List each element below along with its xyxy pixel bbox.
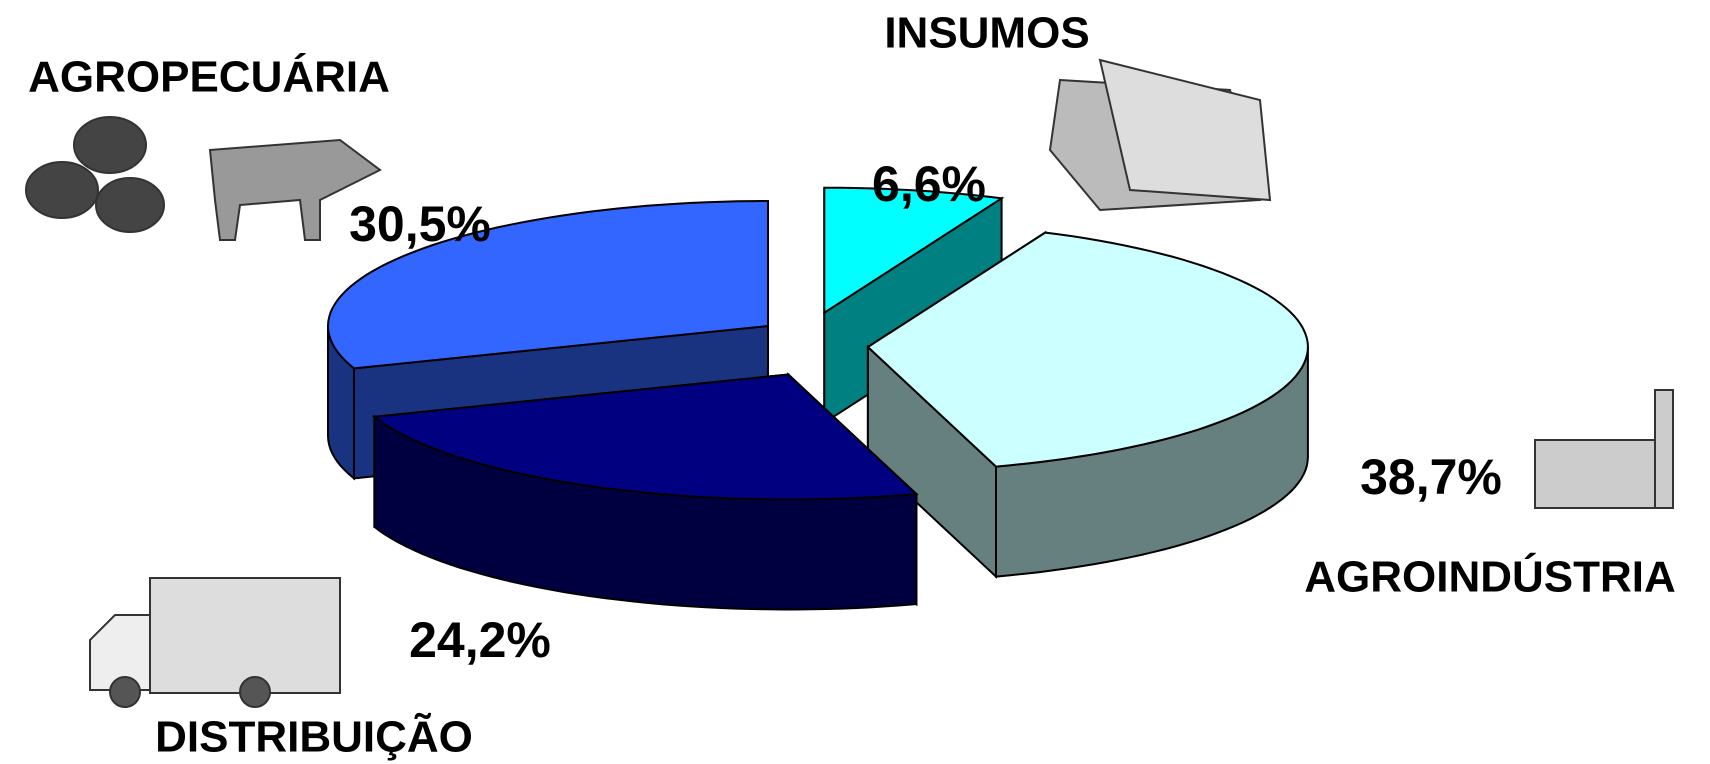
value-label: 30,5% xyxy=(349,196,491,252)
category-label: INSUMOS xyxy=(884,9,1089,58)
category-label: DISTRIBUIÇÃO xyxy=(155,712,473,762)
chart: INSUMOS 6,6% AGROINDÚSTRIA 38,7% DISTRIB… xyxy=(0,0,1710,764)
category-label: AGROINDÚSTRIA xyxy=(1304,552,1676,602)
value-label: 38,7% xyxy=(1360,449,1502,505)
value-label: 6,6% xyxy=(872,156,986,212)
category-label: AGROPECUÁRIA xyxy=(28,52,390,102)
value-label: 24,2% xyxy=(409,612,551,668)
